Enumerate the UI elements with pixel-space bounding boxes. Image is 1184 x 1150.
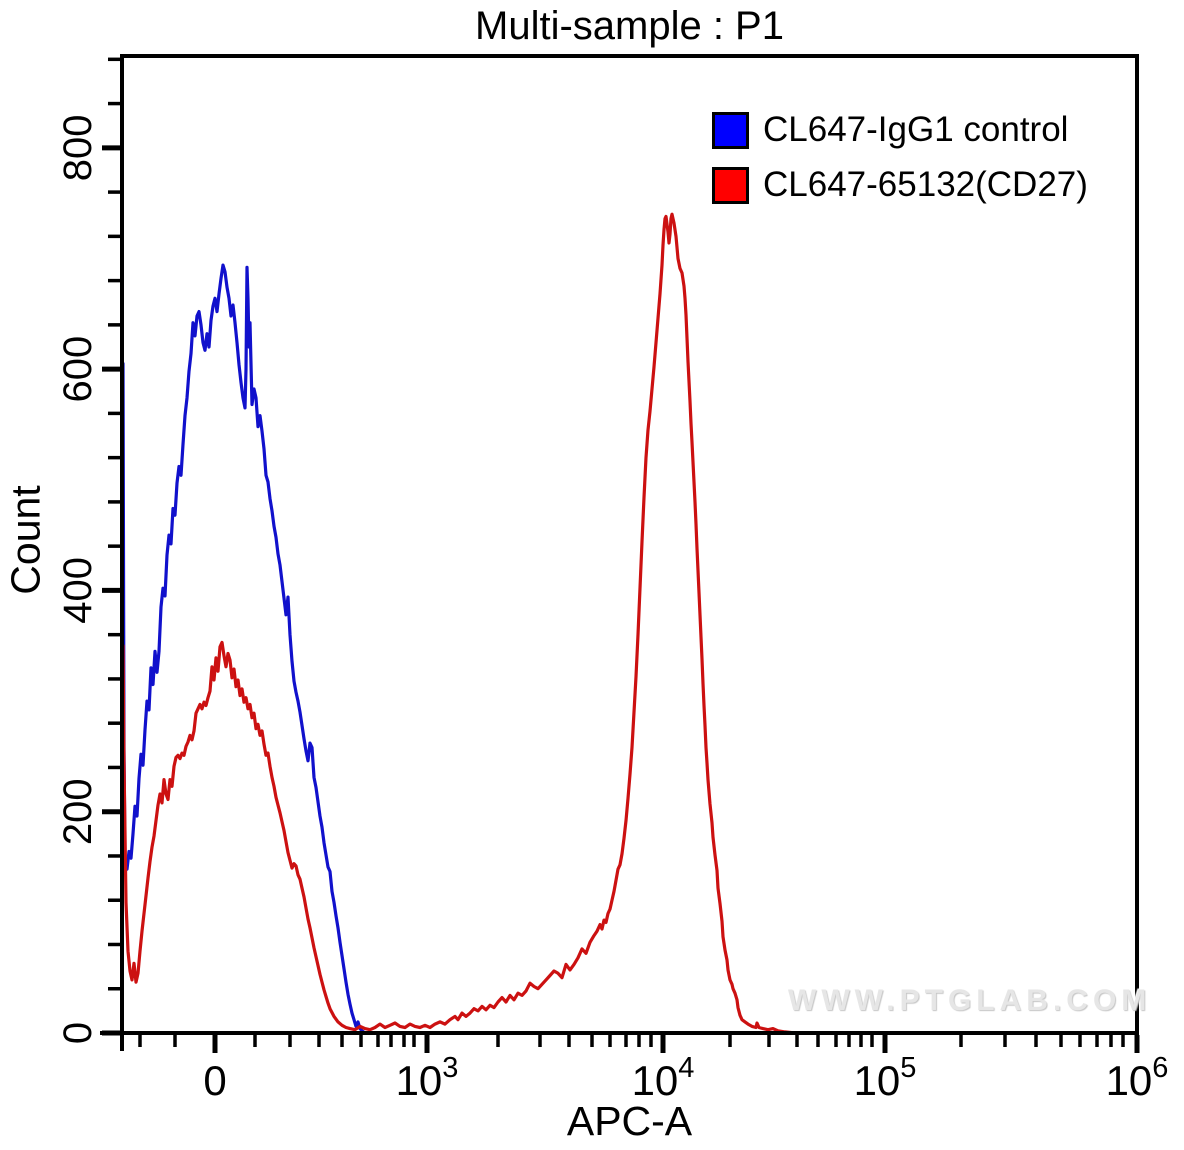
legend-swatch-blue bbox=[712, 111, 749, 149]
x-axis-label: APC-A bbox=[566, 1098, 693, 1144]
watermark-text: WWW.PTGLAB.COM bbox=[788, 984, 1152, 1017]
svg-text:105: 105 bbox=[854, 1052, 917, 1104]
legend-label-control: CL647-IgG1 control bbox=[763, 110, 1069, 149]
svg-text:400: 400 bbox=[56, 557, 100, 624]
svg-text:0: 0 bbox=[203, 1057, 226, 1104]
y-axis-label: Count bbox=[2, 485, 49, 595]
svg-text:800: 800 bbox=[56, 114, 100, 181]
legend-item-cd27: CL647-65132(CD27) bbox=[712, 165, 1088, 205]
legend-item-control: CL647-IgG1 control bbox=[712, 110, 1088, 150]
chart-title: Multi-sample : P1 bbox=[475, 4, 784, 48]
svg-text:200: 200 bbox=[56, 778, 100, 845]
legend-label-cd27: CL647-65132(CD27) bbox=[763, 165, 1088, 204]
legend-swatch-red bbox=[712, 166, 749, 204]
svg-text:104: 104 bbox=[632, 1052, 695, 1104]
svg-text:106: 106 bbox=[1106, 1052, 1169, 1104]
legend: CL647-IgG1 control CL647-65132(CD27) bbox=[712, 110, 1088, 220]
svg-text:600: 600 bbox=[56, 336, 100, 403]
svg-text:0: 0 bbox=[56, 1022, 100, 1044]
svg-text:103: 103 bbox=[396, 1052, 459, 1104]
